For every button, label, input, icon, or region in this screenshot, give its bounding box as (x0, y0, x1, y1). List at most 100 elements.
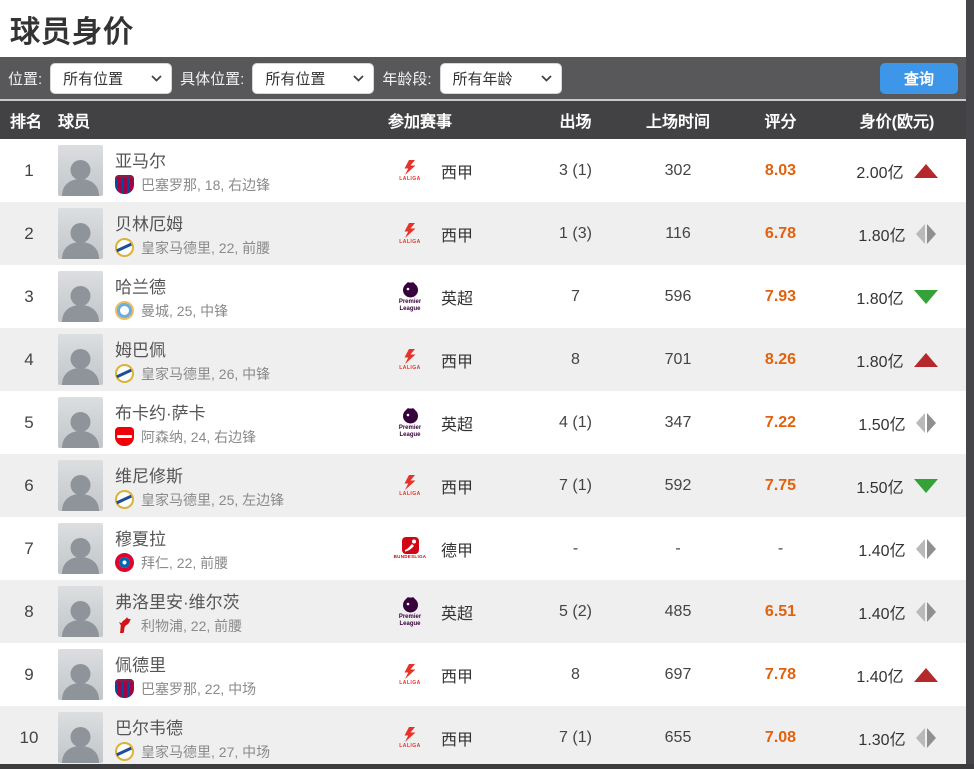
club-badge-real-madrid-icon (115, 238, 134, 257)
club-badge-real-madrid-icon (115, 490, 134, 509)
player-name[interactable]: 佩德里 (115, 655, 166, 675)
rating-value: 6.78 (764, 224, 797, 242)
league-caption: LALIGA (399, 679, 421, 686)
league-name: 西甲 (441, 353, 474, 371)
trend-up-icon (913, 163, 938, 178)
table-row[interactable]: 3 哈兰德 曼城, 25, 中锋 (0, 265, 966, 328)
league-caption: LALIGA (399, 742, 421, 749)
title-bar: 球员身价 (0, 0, 966, 57)
market-value: 2.00亿 (856, 164, 904, 182)
league-name: 西甲 (441, 479, 474, 497)
table-row[interactable]: 6 维尼修斯 皇家马德里, 25, 左边锋 (0, 454, 966, 517)
appearances-value: 7 (1) (559, 728, 592, 746)
table-row[interactable]: 1 亚马尔 巴塞罗那, 18, 右边锋 (0, 139, 966, 202)
club-badge-barcelona-icon (115, 175, 134, 194)
player-name[interactable]: 巴尔韦德 (115, 718, 183, 738)
minutes-value: 347 (664, 413, 692, 431)
trend-flat-icon (916, 728, 936, 748)
laliga-logo-icon: LALIGA (390, 726, 430, 749)
player-photo (58, 397, 103, 448)
league-caption: LALIGA (399, 364, 421, 371)
header-league: 参加赛事 (388, 114, 453, 131)
trend-down-icon (913, 289, 938, 304)
table-row[interactable]: 2 贝林厄姆 皇家马德里, 22, 前腰 (0, 202, 966, 265)
player-name[interactable]: 亚马尔 (115, 151, 166, 171)
table-row[interactable]: 7 穆夏拉 拜仁, 22, 前腰 (0, 517, 966, 580)
club-badge-liverpool-icon (115, 616, 134, 635)
player-name[interactable]: 哈兰德 (115, 277, 166, 297)
laliga-logo-icon: LALIGA (390, 348, 430, 371)
market-value: 1.40亿 (858, 542, 906, 560)
appearances-value: 7 (1) (559, 476, 592, 494)
trend-up-icon (913, 352, 938, 367)
market-value: 1.50亿 (856, 479, 904, 497)
rank-value: 9 (24, 664, 34, 684)
player-photo (58, 649, 103, 700)
appearances-value: 8 (571, 665, 580, 683)
position-select[interactable]: 所有位置 (50, 62, 173, 94)
minutes-value: 302 (664, 161, 692, 179)
specific-position-select[interactable]: 所有位置 (252, 62, 375, 94)
age-filter-label: 年龄段: (382, 70, 432, 88)
table-row[interactable]: 10 巴尔韦德 皇家马德里, 27, 中场 (0, 706, 966, 769)
minutes-value: 485 (664, 602, 692, 620)
page-title: 球员身价 (10, 15, 134, 49)
minutes-value: 596 (664, 287, 692, 305)
league-name: 西甲 (441, 227, 474, 245)
chevron-down-icon (143, 69, 162, 87)
league-name: 西甲 (441, 668, 474, 686)
rank-value: 10 (19, 727, 39, 747)
player-name[interactable]: 维尼修斯 (115, 466, 183, 486)
club-badge-man-city-icon (115, 301, 134, 320)
age-select[interactable]: 所有年龄 (439, 62, 562, 94)
league-name: 英超 (441, 290, 474, 308)
player-name[interactable]: 穆夏拉 (115, 529, 166, 549)
market-value: 1.80亿 (858, 227, 906, 245)
trend-down-icon (913, 478, 938, 493)
horizontal-scrollbar[interactable] (0, 764, 974, 769)
rank-value: 7 (24, 538, 34, 558)
player-name[interactable]: 姆巴佩 (115, 340, 166, 360)
minutes-value: 116 (665, 224, 691, 242)
player-club-info: 皇家马德里, 27, 中场 (141, 743, 271, 760)
market-value: 1.40亿 (858, 605, 906, 623)
minutes-value: 655 (664, 728, 692, 746)
market-value: 1.40亿 (856, 668, 904, 686)
appearances-value: 3 (1) (559, 161, 592, 179)
vertical-scrollbar[interactable] (966, 0, 974, 769)
table-row[interactable]: 9 佩德里 巴塞罗那, 22, 中场 (0, 643, 966, 706)
rank-value: 4 (24, 349, 34, 369)
player-name[interactable]: 贝林厄姆 (115, 214, 183, 234)
player-photo (58, 712, 103, 763)
player-name[interactable]: 布卡约·萨卡 (115, 403, 206, 423)
table-row[interactable]: 5 布卡约·萨卡 阿森纳, 24, 右边锋 (0, 391, 966, 454)
player-photo (58, 586, 103, 637)
header-value: 身价(欧元) (859, 114, 935, 131)
trend-flat-icon (916, 539, 936, 559)
appearances-value: 7 (571, 287, 580, 305)
laliga-logo-icon: LALIGA (390, 159, 430, 182)
club-badge-bayern-icon (115, 553, 134, 572)
chevron-down-icon (345, 69, 364, 87)
player-club-info: 阿森纳, 24, 右边锋 (141, 428, 257, 445)
player-club-info: 皇家马德里, 26, 中锋 (141, 365, 271, 382)
player-club-info: 利物浦, 22, 前腰 (141, 617, 243, 634)
rating-value: 7.08 (764, 728, 797, 746)
table-row[interactable]: 8 弗洛里安·维尔茨 利物浦, 22, 前腰 (0, 580, 966, 643)
query-button[interactable]: 查询 (880, 62, 958, 94)
filter-bar: 位置: 所有位置 具体位置: 所有位置 年龄段: 所有年龄 (0, 57, 966, 101)
rating-value: 8.03 (764, 161, 797, 179)
league-caption: Premier League (398, 614, 422, 627)
minutes-value: - (675, 539, 681, 557)
player-photo (58, 460, 103, 511)
table-row[interactable]: 4 姆巴佩 皇家马德里, 26, 中锋 (0, 328, 966, 391)
club-badge-real-madrid-icon (115, 742, 134, 761)
rating-value: 7.78 (764, 665, 797, 683)
rating-value: - (777, 539, 784, 557)
player-photo (58, 523, 103, 574)
appearances-value: 4 (1) (559, 413, 592, 431)
league-caption: LALIGA (399, 238, 421, 245)
player-name[interactable]: 弗洛里安·维尔茨 (115, 592, 240, 612)
rank-value: 8 (24, 601, 34, 621)
